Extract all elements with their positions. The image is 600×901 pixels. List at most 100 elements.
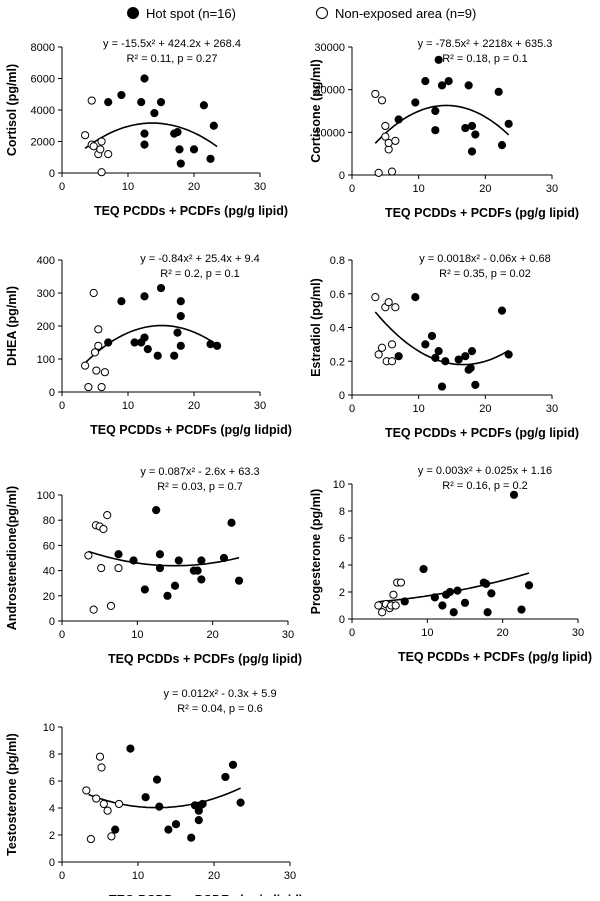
- x-tick-label: 30: [546, 183, 558, 195]
- chart-androstenedione: 0 20 40 60 80 100 0 10 20 30 TEQ PCDDs + PCDFs (pg…: [5, 466, 302, 666]
- y-tick-label: 40: [43, 566, 55, 578]
- fit-statistics: R² = 0.18, p = 0.1: [442, 53, 528, 65]
- y-tick-label: 0.2: [330, 356, 345, 368]
- fit-equation: y = -0.84x² + 25.4x + 9.4: [140, 253, 260, 265]
- hot-spot-point: [155, 802, 164, 811]
- y-axis-label: Androstenedione(pg/ml): [5, 486, 19, 630]
- chart-cortisol: 0 2000 4000 6000 8000 0 10 20 30 TEQ PCDDs + PCDF…: [5, 38, 288, 218]
- y-tick-label: 4: [339, 560, 345, 572]
- hot-spot-point: [460, 598, 470, 607]
- non-exposed-point: [89, 605, 98, 614]
- hot-spot-point: [461, 352, 470, 361]
- non-exposed-point: [84, 382, 93, 392]
- y-tick-label: 20000: [314, 85, 345, 97]
- hot-spot-point: [126, 744, 135, 753]
- y-axis-label: Cortisone (pg/ml): [309, 59, 323, 162]
- hot-spot-point: [497, 141, 507, 150]
- hot-spot-point: [430, 593, 439, 602]
- x-tick-label: 10: [122, 400, 134, 412]
- hot-spot-point: [171, 820, 181, 829]
- hot-spot-point: [236, 798, 245, 807]
- hot-spot-point: [193, 566, 202, 575]
- hot-spot-point: [464, 81, 473, 90]
- fit-curve: [88, 787, 241, 809]
- hot-spot-point: [206, 154, 215, 163]
- fit-statistics: R² = 0.11, p = 0.27: [127, 53, 218, 65]
- hot-spot-point: [213, 341, 222, 350]
- hot-spot-point: [434, 55, 443, 64]
- x-tick-label: 20: [207, 629, 219, 641]
- hot-spot-point: [461, 123, 470, 133]
- non-exposed-point: [95, 752, 105, 761]
- hot-spot-point: [197, 575, 206, 584]
- hot-spot-point: [227, 518, 236, 527]
- y-tick-label: 0: [339, 390, 345, 402]
- y-tick-label: 0: [49, 857, 55, 869]
- y-tick-label: 8000: [31, 42, 55, 54]
- x-axis-label: TEQ PCDDs + PCDFs (pg/g lipid): [385, 206, 579, 220]
- x-tick-label: 30: [254, 400, 266, 412]
- hot-spot-point: [431, 126, 440, 135]
- x-tick-label: 10: [122, 181, 134, 193]
- hot-spot-point: [431, 353, 440, 362]
- non-exposed-point: [89, 142, 98, 151]
- hot-spot-point: [466, 363, 475, 373]
- fit-statistics: R² = 0.35, p = 0.02: [439, 268, 531, 280]
- hot-spot-point: [234, 576, 244, 585]
- x-tick-label: 30: [546, 403, 558, 415]
- legend-non-label: Non-exposed area (n=9): [335, 6, 476, 21]
- y-tick-label: 20: [43, 591, 55, 603]
- hot-spot-point: [129, 556, 138, 565]
- non-exposed-point: [97, 168, 106, 177]
- hot-spot-point: [141, 793, 150, 802]
- x-tick-label: 0: [349, 183, 355, 195]
- hot-spot-point: [427, 331, 437, 341]
- x-tick-label: 20: [188, 181, 200, 193]
- non-exposed-point: [81, 131, 90, 140]
- fit-equation: y = 0.087x² - 2.6x + 63.3: [140, 466, 259, 478]
- y-tick-label: 300: [37, 288, 55, 300]
- non-exposed-point: [104, 150, 113, 159]
- legend-hot-marker: [127, 7, 139, 19]
- hot-spot-point: [153, 351, 162, 360]
- hot-spot-point: [140, 292, 149, 301]
- x-axis-label: TEQ PCDDs + PCDFs (pg/g lipid): [94, 204, 288, 218]
- hot-spot-point: [467, 121, 477, 131]
- hot-spot-point: [174, 556, 183, 565]
- hot-spot-point: [173, 328, 182, 337]
- hot-spot-point: [453, 586, 462, 595]
- non-exposed-point: [103, 806, 112, 815]
- x-axis-label: TEQ PCDDs + PCDFs (pg/g lipid): [108, 652, 302, 666]
- non-exposed-point: [374, 601, 383, 610]
- x-tick-label: 10: [421, 627, 433, 639]
- y-tick-label: 80: [43, 515, 55, 527]
- hot-spot-point: [176, 341, 185, 350]
- y-axis-label: Testosterone (pg/ml): [5, 733, 19, 856]
- hot-spot-point: [471, 130, 480, 139]
- fit-curve: [84, 122, 218, 150]
- fit-statistics: R² = 0.03, p = 0.7: [157, 481, 243, 493]
- y-tick-label: 6000: [31, 74, 55, 86]
- hot-spot-point: [441, 357, 450, 366]
- non-exposed-point: [103, 511, 112, 520]
- hot-spot-point: [419, 564, 428, 574]
- y-tick-label: 0: [49, 616, 55, 628]
- hot-spot-point: [187, 833, 196, 842]
- x-tick-label: 30: [572, 627, 584, 639]
- y-tick-label: 0.4: [330, 323, 345, 335]
- chart-progesterone: 0 2 4 6 8 10 0 10 20 30 TEQ PCDDs + PCDFs (pg/g li…: [309, 465, 592, 664]
- fit-equation: y = 0.003x² + 0.025x + 1.16: [418, 465, 552, 477]
- non-exposed-point: [92, 794, 101, 803]
- hot-spot-point: [114, 550, 123, 559]
- hot-spot-point: [394, 352, 403, 361]
- hot-spot-point: [104, 338, 113, 347]
- hot-spot-point: [481, 579, 491, 589]
- hot-spot-point: [467, 147, 477, 156]
- hot-spot-point: [471, 380, 480, 389]
- non-exposed-point: [94, 341, 103, 350]
- hot-spot-point: [467, 347, 477, 356]
- x-tick-label: 20: [497, 627, 509, 639]
- x-tick-label: 0: [349, 403, 355, 415]
- hot-spot-point: [454, 355, 463, 364]
- y-tick-label: 2: [339, 587, 345, 599]
